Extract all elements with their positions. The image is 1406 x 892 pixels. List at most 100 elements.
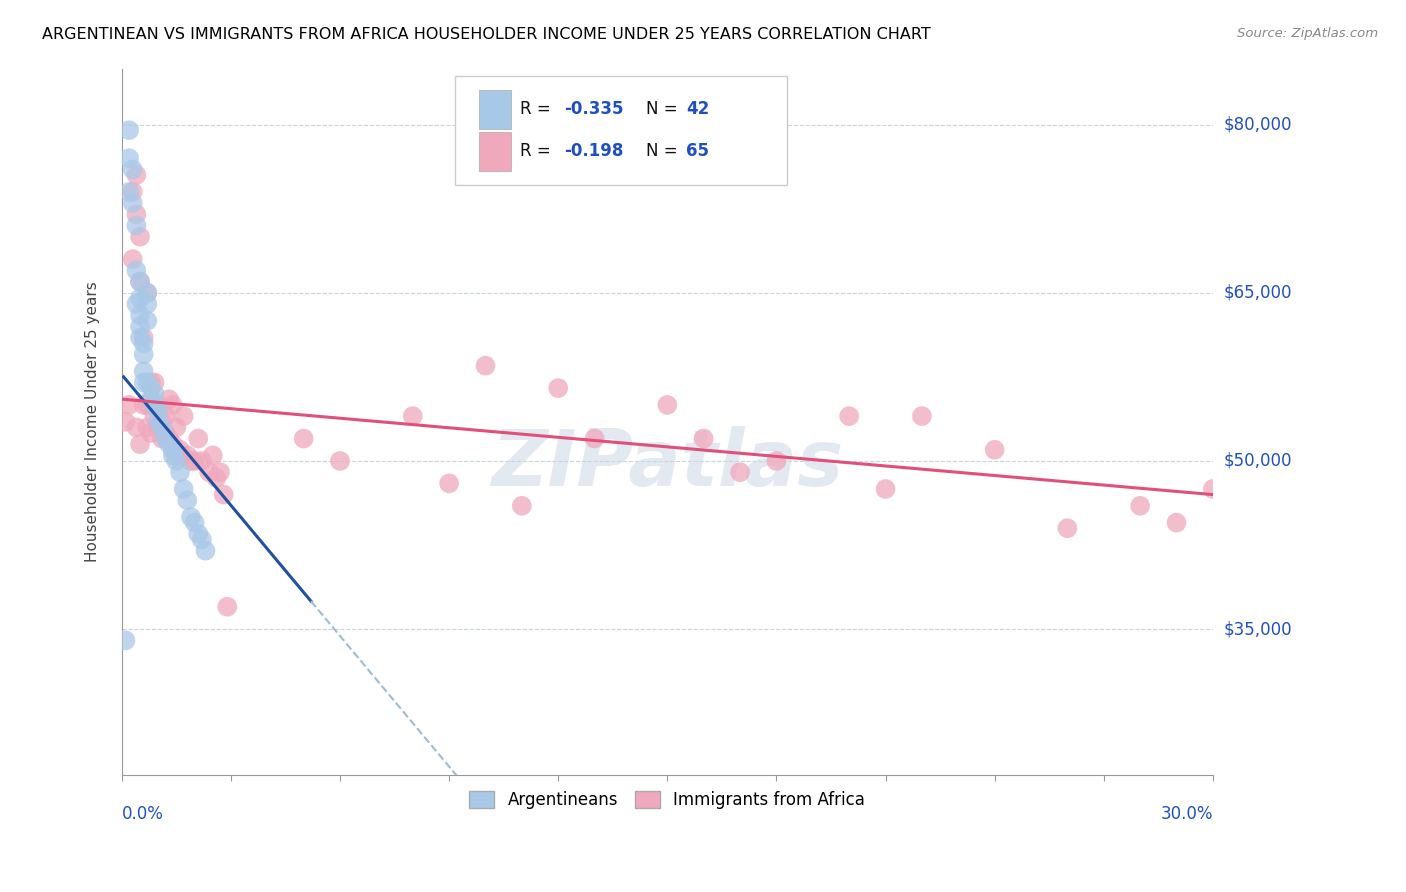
Point (1056, 521, 1078, 535)
Point (143, 376, 166, 390)
Point (139, 398, 162, 412)
Point (911, 409, 934, 423)
Point (1202, 482, 1225, 496)
Text: R =: R = (520, 143, 555, 161)
Point (136, 297, 159, 311)
Point (143, 398, 166, 412)
Point (129, 229, 152, 244)
Point (329, 454, 352, 468)
Text: 30.0%: 30.0% (1160, 805, 1213, 823)
Point (657, 398, 679, 412)
Point (129, 275, 152, 289)
Text: 42: 42 (686, 101, 709, 119)
Point (136, 398, 159, 412)
Point (187, 432, 209, 446)
Point (150, 415, 173, 429)
Text: N =: N = (645, 143, 682, 161)
Point (129, 308, 152, 322)
Point (838, 409, 860, 423)
Point (693, 432, 716, 446)
Point (121, 196, 143, 211)
Point (136, 314, 159, 328)
Point (194, 543, 217, 558)
Point (139, 425, 162, 440)
Point (118, 398, 141, 412)
Point (143, 386, 166, 401)
Point (155, 425, 177, 440)
Point (187, 526, 209, 541)
FancyBboxPatch shape (454, 76, 787, 185)
Point (121, 252, 143, 267)
Point (132, 347, 155, 361)
Text: $50,000: $50,000 (1225, 452, 1292, 470)
Point (212, 487, 235, 501)
Y-axis label: Householder Income Under 25 years: Householder Income Under 25 years (86, 281, 100, 562)
Text: -0.335: -0.335 (564, 101, 623, 119)
Text: Source: ZipAtlas.com: Source: ZipAtlas.com (1237, 27, 1378, 40)
Point (157, 392, 180, 407)
FancyBboxPatch shape (478, 90, 512, 128)
Point (139, 381, 162, 395)
Point (165, 454, 187, 468)
Point (198, 465, 221, 479)
Point (150, 420, 173, 434)
Text: $80,000: $80,000 (1225, 116, 1292, 134)
Text: $65,000: $65,000 (1225, 284, 1292, 301)
Point (183, 454, 205, 468)
Text: R =: R = (520, 101, 555, 119)
Point (132, 376, 155, 390)
Point (114, 633, 136, 648)
Point (125, 420, 148, 434)
Point (1166, 516, 1188, 530)
Point (129, 331, 152, 345)
Point (114, 415, 136, 429)
Point (139, 376, 162, 390)
Point (437, 476, 460, 491)
Text: ARGENTINEAN VS IMMIGRANTS FROM AFRICA HOUSEHOLDER INCOME UNDER 25 YEARS CORRELAT: ARGENTINEAN VS IMMIGRANTS FROM AFRICA HO… (42, 27, 931, 42)
Point (136, 285, 159, 300)
Text: 65: 65 (686, 143, 709, 161)
Point (157, 432, 180, 446)
Point (132, 398, 155, 412)
Point (132, 336, 155, 351)
Point (143, 409, 166, 423)
Point (136, 285, 159, 300)
Point (191, 454, 214, 468)
Point (173, 482, 195, 496)
Point (121, 162, 143, 177)
Point (217, 599, 239, 614)
Point (148, 420, 170, 434)
Point (150, 432, 173, 446)
Point (162, 437, 184, 451)
Point (132, 331, 155, 345)
Point (176, 493, 198, 508)
Legend: Argentineans, Immigrants from Africa: Argentineans, Immigrants from Africa (463, 785, 872, 816)
Point (148, 415, 170, 429)
Text: 0.0%: 0.0% (122, 805, 163, 823)
Point (169, 442, 191, 457)
Point (1129, 499, 1152, 513)
Point (155, 432, 177, 446)
Point (129, 275, 152, 289)
Point (728, 465, 751, 479)
Point (983, 442, 1005, 457)
Point (201, 448, 224, 462)
Text: ZIPatlas: ZIPatlas (491, 426, 844, 502)
Point (118, 151, 141, 165)
Point (162, 448, 184, 462)
Point (547, 381, 569, 395)
Point (165, 420, 187, 434)
Text: $35,000: $35,000 (1225, 620, 1292, 638)
Point (875, 482, 897, 496)
Point (165, 448, 187, 462)
Point (118, 123, 141, 137)
Point (292, 432, 315, 446)
Point (136, 420, 159, 434)
Point (129, 437, 152, 451)
Point (129, 292, 152, 306)
Point (180, 510, 202, 524)
Point (125, 168, 148, 182)
FancyBboxPatch shape (478, 132, 512, 170)
Point (169, 465, 191, 479)
Point (157, 437, 180, 451)
